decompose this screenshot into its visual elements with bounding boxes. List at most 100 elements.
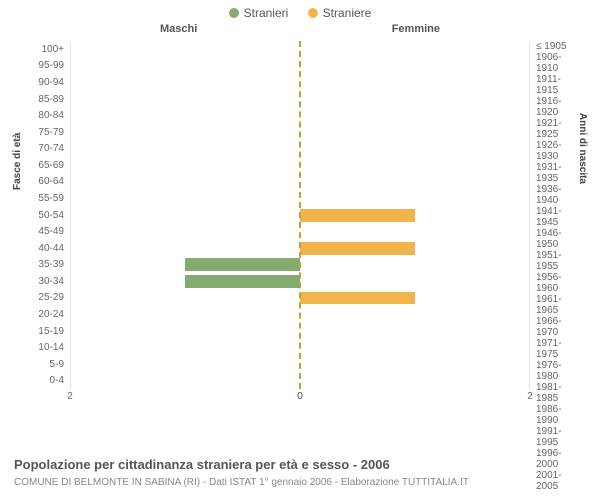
bar-row [300,91,530,108]
bar-row [300,157,530,174]
y-tick-age: 30-34 [20,273,68,290]
bar-row [300,323,530,340]
legend: Stranieri Straniere [0,0,600,21]
y-tick-age: 65-69 [20,157,68,174]
legend-label-male: Stranieri [244,6,289,20]
bar-row [70,273,300,290]
chart-title: Popolazione per cittadinanza straniera p… [14,457,586,472]
y-tick-age: 85-89 [20,91,68,108]
y-tick-birth: 1961-1965 [532,294,580,316]
bar-row [70,174,300,191]
y-tick-birth: 1921-1925 [532,118,580,140]
y-tick-age: 5-9 [20,356,68,373]
bar-row [70,140,300,157]
legend-swatch-female [308,8,318,18]
bar-male [185,275,300,288]
y-axis-right: ≤ 19051906-19101911-19151916-19201921-19… [532,41,580,389]
bar-row [70,58,300,75]
side-title-male: Maschi [160,23,197,35]
bar-row [300,373,530,390]
y-tick-age: 95-99 [20,58,68,75]
y-tick-age: 75-79 [20,124,68,141]
bar-row [300,223,530,240]
bar-row [70,373,300,390]
bar-row [70,339,300,356]
legend-swatch-male [229,8,239,18]
chart-source: COMUNE DI BELMONTE IN SABINA (RI) - Dati… [14,477,586,488]
y-axis-left: 100+95-9990-9485-8980-8475-7970-7465-696… [20,41,68,389]
bar-row [70,323,300,340]
bar-male [185,258,300,271]
bar-row [300,140,530,157]
y-tick-birth: 1941-1945 [532,206,580,228]
bar-row [300,290,530,307]
bar-row [300,124,530,141]
y-tick-age: 100+ [20,41,68,58]
bar-row [70,41,300,58]
x-tick: 2 [67,391,73,402]
bar-row [300,207,530,224]
y-tick-birth: 1911-1915 [532,74,580,96]
bar-row [300,41,530,58]
legend-item-female: Straniere [308,6,372,20]
x-axis: 20 02 [70,391,530,405]
bars-male [70,41,300,389]
bar-row [70,74,300,91]
bar-row [300,240,530,257]
bar-row [70,257,300,274]
y-tick-age: 25-29 [20,290,68,307]
bar-row [70,157,300,174]
bar-female [300,292,415,305]
bar-row [70,124,300,141]
bar-row [300,339,530,356]
y-tick-age: 0-4 [20,373,68,390]
bar-row [70,356,300,373]
y-tick-birth: 1936-1940 [532,184,580,206]
y-tick-birth: 1926-1930 [532,140,580,162]
center-axis [299,41,301,389]
y-tick-age: 20-24 [20,306,68,323]
bar-row [300,107,530,124]
pyramid-chart: Maschi Femmine Fasce di età Anni di nasc… [20,21,580,419]
y-tick-birth: 1966-1970 [532,316,580,338]
bar-row [70,190,300,207]
y-tick-birth: 1986-1990 [532,404,580,426]
y-tick-birth: 1906-1910 [532,52,580,74]
y-tick-birth: ≤ 1905 [532,41,580,52]
bar-female [300,209,415,222]
y-tick-age: 55-59 [20,190,68,207]
bar-row [300,306,530,323]
bar-row [70,207,300,224]
y-tick-birth: 1931-1935 [532,162,580,184]
bar-row [300,273,530,290]
bar-row [70,306,300,323]
y-tick-birth: 1951-1955 [532,250,580,272]
bar-row [70,107,300,124]
y-tick-birth: 1981-1985 [532,382,580,404]
y-tick-age: 10-14 [20,339,68,356]
y-tick-birth: 1916-1920 [532,96,580,118]
y-tick-birth: 1976-1980 [532,360,580,382]
y-tick-age: 40-44 [20,240,68,257]
side-title-female: Femmine [392,23,440,35]
bar-row [300,356,530,373]
bar-row [70,240,300,257]
y-tick-age: 50-54 [20,207,68,224]
legend-label-female: Straniere [323,6,372,20]
plot-area [70,41,530,389]
y-tick-birth: 1991-1995 [532,426,580,448]
y-tick-age: 35-39 [20,257,68,274]
bar-row [70,290,300,307]
y-tick-birth: 1956-1960 [532,272,580,294]
bar-row [300,190,530,207]
y-tick-birth: 1971-1975 [532,338,580,360]
y-tick-age: 45-49 [20,223,68,240]
legend-item-male: Stranieri [229,6,289,20]
y-tick-birth: 1946-1950 [532,228,580,250]
bar-row [300,257,530,274]
y-tick-age: 80-84 [20,107,68,124]
y-tick-age: 90-94 [20,74,68,91]
x-tick: 0 [297,391,303,402]
x-tick: 2 [527,391,533,402]
bar-row [70,223,300,240]
